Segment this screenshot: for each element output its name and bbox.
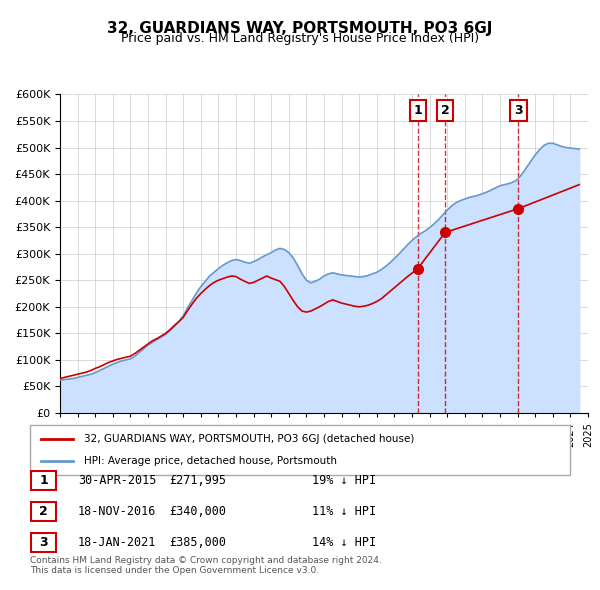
FancyBboxPatch shape [31,471,56,490]
FancyBboxPatch shape [31,502,56,521]
Text: 32, GUARDIANS WAY, PORTSMOUTH, PO3 6GJ: 32, GUARDIANS WAY, PORTSMOUTH, PO3 6GJ [107,21,493,35]
Text: 32, GUARDIANS WAY, PORTSMOUTH, PO3 6GJ (detached house): 32, GUARDIANS WAY, PORTSMOUTH, PO3 6GJ (… [84,434,415,444]
Text: HPI: Average price, detached house, Portsmouth: HPI: Average price, detached house, Port… [84,456,337,466]
Text: 19% ↓ HPI: 19% ↓ HPI [312,474,376,487]
Text: 11% ↓ HPI: 11% ↓ HPI [312,505,376,518]
Text: 18-NOV-2016: 18-NOV-2016 [78,505,157,518]
Text: £271,995: £271,995 [170,474,227,487]
Text: £340,000: £340,000 [170,505,227,518]
Text: 1: 1 [413,104,422,117]
Text: 1: 1 [39,474,48,487]
FancyBboxPatch shape [31,533,56,552]
Text: 18-JAN-2021: 18-JAN-2021 [78,536,157,549]
Text: 30-APR-2015: 30-APR-2015 [78,474,157,487]
Text: 2: 2 [39,505,48,518]
Text: 2: 2 [441,104,449,117]
Text: 3: 3 [514,104,523,117]
Text: Price paid vs. HM Land Registry's House Price Index (HPI): Price paid vs. HM Land Registry's House … [121,32,479,45]
Text: Contains HM Land Registry data © Crown copyright and database right 2024.
This d: Contains HM Land Registry data © Crown c… [30,556,382,575]
Text: 3: 3 [39,536,48,549]
Text: £385,000: £385,000 [170,536,227,549]
Text: 14% ↓ HPI: 14% ↓ HPI [312,536,376,549]
FancyBboxPatch shape [30,425,570,475]
